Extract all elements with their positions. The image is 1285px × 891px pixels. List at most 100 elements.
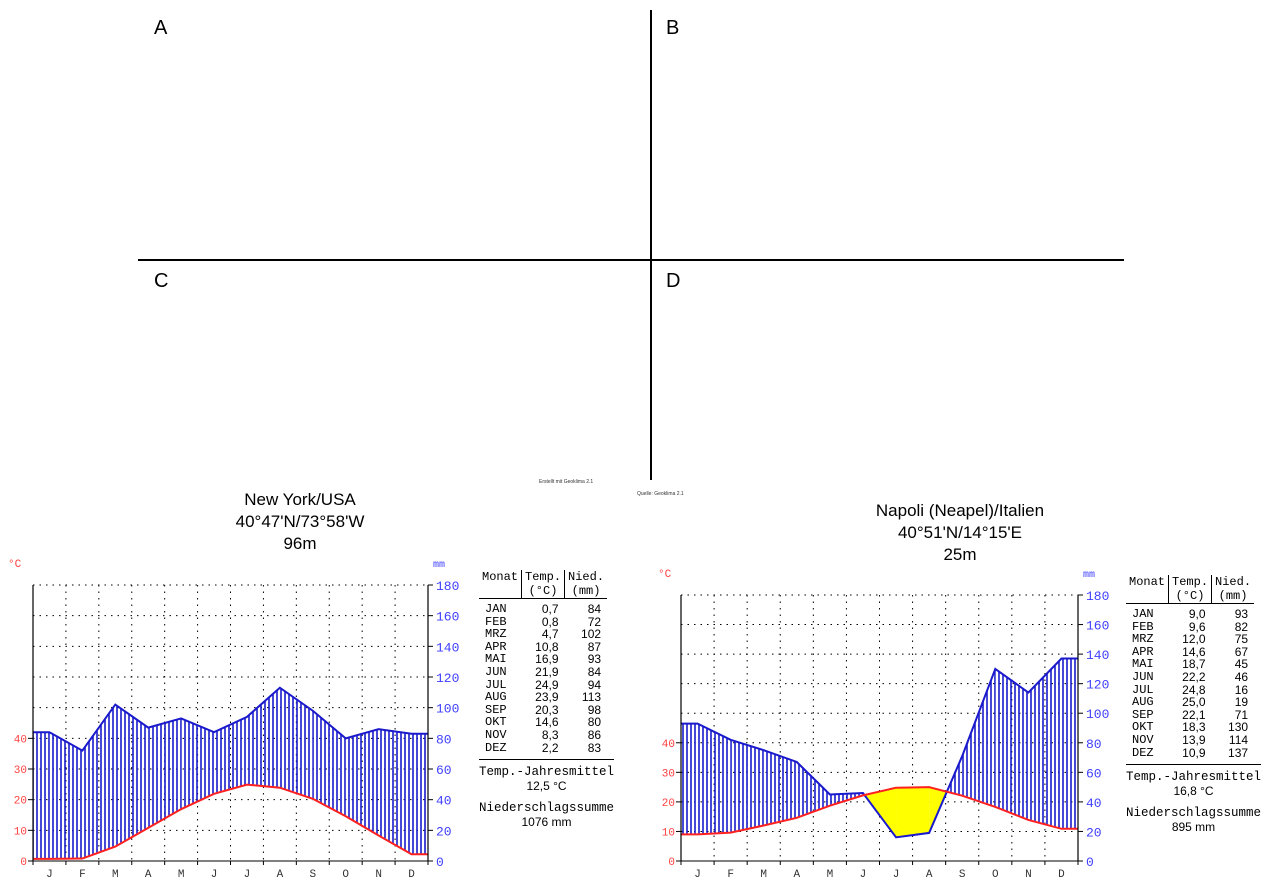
humid-area [730, 739, 764, 833]
header-month: Monat [482, 570, 519, 584]
table-row: OKT 18,3 130 [1126, 721, 1254, 734]
table-row: FEB 0,8 72 [479, 615, 607, 629]
temp-cell: 24,9 [535, 677, 559, 692]
precip-tick-label: 40 [436, 794, 452, 809]
vertical-divider [650, 10, 652, 480]
temp-cell: 18,7 [1182, 657, 1206, 672]
table-row: DEZ 2,2 83 [479, 740, 607, 758]
humid-area [279, 687, 313, 799]
temp-cell: 12,0 [1182, 632, 1206, 647]
precip-line [33, 686, 428, 752]
precip-tick-label: 140 [436, 640, 459, 655]
precip-tick-label: 60 [436, 763, 452, 778]
precip-line [681, 657, 1078, 839]
humid-area [115, 704, 149, 847]
month-cell: OKT [1132, 720, 1154, 735]
temp-cell: 25,0 [1182, 695, 1206, 710]
precip-cell: 19 [1234, 695, 1249, 710]
humid-area [82, 704, 116, 859]
month-label: J [244, 869, 251, 881]
precip-cell: 137 [1228, 745, 1249, 760]
table-row: DEZ 10,9 137 [1126, 745, 1254, 763]
precip-cell: 93 [587, 652, 602, 667]
month-cell: AUG [485, 690, 507, 705]
month-label: J [694, 869, 701, 881]
quadrant-label-b: B [666, 17, 680, 39]
temp-cell: 18,3 [1182, 720, 1206, 735]
temp-cell: 20,3 [535, 702, 559, 717]
precip-tick-label: 20 [436, 824, 452, 839]
month-cell: NOV [1132, 732, 1154, 747]
temp-tick-label: 20 [14, 796, 27, 808]
precip-tick-label: 80 [436, 732, 452, 747]
humid-area [181, 718, 215, 810]
table-footer: Temp.-Jahresmittel 16,8 °C Niederschlagssu… [1126, 764, 1262, 835]
station-coords: 40°47'N/73°58'W [235, 512, 365, 531]
month-cell: OKT [485, 715, 507, 730]
temp-cell: 22,2 [1182, 669, 1206, 684]
table-row: APR 14,6 67 [1126, 646, 1254, 659]
month-cell: MAI [1132, 657, 1154, 672]
humid-area [33, 732, 50, 859]
table-row: MAI 16,9 93 [479, 653, 607, 666]
month-label: N [375, 869, 382, 881]
temp-tick-label: 0 [20, 857, 27, 869]
temp-tick-label: 40 [14, 734, 27, 746]
table-row: JAN 9,0 93 [1126, 604, 1254, 621]
precip-cell: 114 [1228, 732, 1249, 747]
humid-area [995, 668, 1029, 820]
quadrant-label-a: A [154, 17, 168, 39]
header-precip-unit: (mm) [564, 584, 608, 599]
climate-chart-napoli: 0 10 20 30 40 0 20 40 60 80 100 120 140 160 180 °C mm J F M… [658, 569, 1109, 881]
month-cell: MRZ [485, 627, 507, 642]
temp-cell: 4,7 [541, 627, 559, 642]
header-precip: Nied. [1211, 575, 1255, 589]
table-row: OKT 14,6 80 [479, 716, 607, 729]
temp-cell: 9,0 [1188, 607, 1206, 621]
header-temp: Temp. [1168, 575, 1212, 589]
precip-cell: 46 [1234, 669, 1249, 684]
humid-area [378, 729, 412, 855]
precip-tick-label: 160 [436, 610, 459, 625]
month-label: F [79, 869, 86, 881]
mean-temp-value: 16,8 °C [1173, 784, 1214, 799]
table-row: JUN 22,2 46 [1126, 671, 1254, 684]
humid-area [1028, 658, 1062, 829]
precip-sum-value: 895 mm [1171, 820, 1216, 835]
precip-cell: 102 [581, 627, 602, 642]
precip-tick-label: 80 [1086, 737, 1102, 752]
table-row: AUG 23,9 113 [479, 691, 607, 704]
mean-temp-label: Temp.-Jahresmittel [479, 765, 615, 780]
month-label: S [309, 869, 316, 881]
quadrant-label-c: C [154, 270, 169, 292]
precip-cell: 80 [587, 715, 602, 730]
month-label: A [793, 869, 800, 881]
table-row: SEP 20,3 98 [479, 704, 607, 717]
precip-cell: 93 [1234, 607, 1249, 621]
humid-area [49, 732, 83, 859]
precip-tick-label: 100 [436, 702, 459, 717]
month-label: A [277, 869, 284, 881]
humid-area [312, 710, 346, 817]
month-cell: SEP [1132, 707, 1154, 722]
temp-cell: 24,8 [1182, 682, 1206, 697]
precip-unit-label: mm [433, 560, 445, 571]
precip-cell: 84 [587, 602, 602, 616]
precip-tick-label: 160 [1086, 619, 1109, 634]
table-row: SEP 22,1 71 [1126, 709, 1254, 722]
precip-tick-label: 180 [436, 579, 459, 594]
station-coords: 40°51'N/14°15'E [897, 523, 1023, 542]
precip-cell: 71 [1234, 707, 1249, 722]
precip-cell: 98 [587, 702, 602, 717]
month-label: S [959, 869, 966, 881]
month-cell: DEZ [485, 740, 507, 755]
precip-sum-value: 1076 mm [521, 815, 572, 830]
temp-line [33, 783, 428, 860]
table-row: NOV 13,9 114 [1126, 734, 1254, 747]
temp-cell: 23,9 [535, 690, 559, 705]
climate-table-new-york: Monat Temp. Nied. (°C) (mm) JAN 0,7 84 FEB 0,8 72 M… [479, 570, 615, 837]
precip-cell: 16 [1234, 682, 1249, 697]
created-with-note: Erstellt mit Geoklima 2.1 [539, 479, 594, 485]
precip-tick-label: 120 [1086, 678, 1109, 693]
humid-area [1061, 658, 1078, 829]
